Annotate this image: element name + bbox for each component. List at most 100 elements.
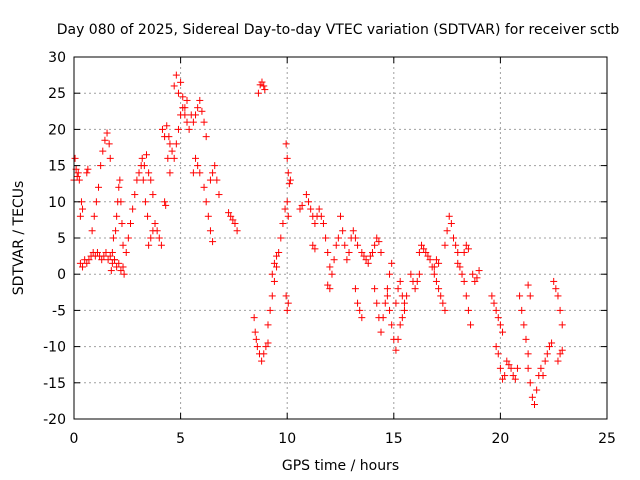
- data-point: [334, 234, 342, 242]
- data-point: [471, 277, 479, 285]
- data-point: [252, 335, 260, 343]
- data-point: [539, 372, 547, 380]
- data-point: [198, 107, 206, 115]
- data-point: [354, 241, 362, 249]
- data-point: [499, 328, 507, 336]
- data-point: [464, 306, 472, 314]
- data-point: [475, 267, 483, 275]
- data-point: [185, 125, 193, 133]
- data-point: [270, 277, 278, 285]
- data-point: [368, 248, 376, 256]
- data-point: [426, 256, 434, 264]
- data-point: [554, 292, 562, 300]
- data-point: [375, 238, 383, 246]
- data-point: [526, 379, 534, 387]
- data-point: [315, 205, 323, 213]
- data-point: [268, 292, 276, 300]
- data-point: [437, 292, 445, 300]
- data-point: [258, 78, 266, 86]
- data-point: [153, 227, 161, 235]
- data-point: [499, 375, 507, 383]
- data-point: [388, 321, 396, 329]
- data-point: [145, 169, 153, 177]
- data-point: [469, 270, 477, 278]
- data-point: [358, 248, 366, 256]
- data-point: [262, 343, 270, 351]
- data-point: [284, 299, 292, 307]
- data-point: [129, 205, 137, 213]
- data-point: [93, 248, 101, 256]
- data-point: [396, 277, 404, 285]
- data-point: [341, 241, 349, 249]
- data-point: [124, 234, 132, 242]
- x-tick-label: 5: [176, 431, 185, 447]
- data-point: [366, 252, 374, 260]
- data-point: [83, 169, 91, 177]
- data-point: [260, 350, 268, 358]
- data-point: [326, 263, 334, 271]
- data-point: [109, 234, 117, 242]
- data-point: [351, 234, 359, 242]
- data-point: [490, 299, 498, 307]
- data-point: [371, 241, 379, 249]
- data-point: [149, 191, 157, 199]
- data-point: [166, 140, 174, 148]
- data-point: [464, 245, 472, 253]
- data-point: [282, 140, 290, 148]
- data-point: [119, 263, 127, 271]
- data-point: [518, 306, 526, 314]
- data-point: [84, 165, 92, 173]
- data-point: [165, 133, 173, 141]
- data-point: [441, 241, 449, 249]
- data-point: [168, 147, 176, 155]
- data-point: [345, 248, 353, 256]
- data-point: [145, 241, 153, 249]
- data-point: [383, 285, 391, 293]
- data-point: [494, 314, 502, 322]
- data-point: [260, 82, 268, 90]
- data-point: [202, 133, 210, 141]
- data-point: [392, 346, 400, 354]
- data-point: [505, 361, 513, 369]
- data-point: [541, 357, 549, 365]
- data-point: [194, 162, 202, 170]
- data-point: [507, 364, 515, 372]
- data-point: [282, 292, 290, 300]
- data-point: [322, 234, 330, 242]
- data-point: [253, 343, 261, 351]
- data-point: [337, 212, 344, 220]
- data-point: [71, 154, 79, 162]
- data-point: [454, 248, 462, 256]
- data-point: [76, 259, 84, 267]
- data-point: [383, 292, 391, 300]
- data-point: [194, 104, 202, 112]
- data-point: [435, 285, 443, 293]
- x-tick-label: 15: [385, 431, 403, 447]
- data-point: [449, 234, 457, 242]
- data-point: [496, 364, 504, 372]
- data-point: [196, 169, 204, 177]
- data-point: [177, 78, 185, 86]
- data-point: [330, 256, 338, 264]
- data-point: [326, 285, 334, 293]
- data-point: [511, 375, 519, 383]
- data-point: [460, 248, 468, 256]
- data-point: [526, 292, 534, 300]
- data-point: [462, 292, 470, 300]
- data-point: [328, 270, 336, 278]
- data-point: [196, 96, 204, 104]
- data-point: [488, 292, 496, 300]
- data-point: [174, 125, 182, 133]
- data-point: [138, 154, 146, 162]
- data-point: [435, 259, 443, 267]
- data-point: [364, 259, 372, 267]
- data-point: [362, 256, 370, 264]
- data-point: [516, 292, 524, 300]
- data-point: [264, 321, 272, 329]
- data-point: [339, 227, 347, 235]
- data-point: [118, 220, 126, 228]
- y-tick-label: 25: [48, 86, 66, 102]
- data-point: [458, 270, 466, 278]
- data-point: [473, 274, 481, 282]
- data-point: [415, 270, 423, 278]
